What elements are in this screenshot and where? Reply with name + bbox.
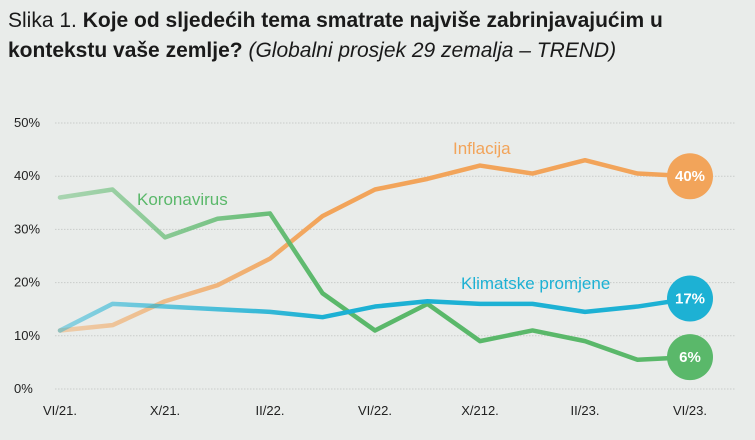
series-name-label: Inflacija xyxy=(453,139,511,158)
y-tick-label: 0% xyxy=(14,381,33,396)
data-point xyxy=(163,235,167,239)
data-point xyxy=(583,339,587,343)
y-tick-label: 50% xyxy=(14,115,40,130)
y-tick-label: 30% xyxy=(14,221,40,236)
data-point xyxy=(321,214,325,218)
x-tick-label: X/21. xyxy=(150,403,180,418)
data-point xyxy=(58,195,62,199)
data-point xyxy=(216,283,220,287)
end-value-label: 17% xyxy=(675,291,705,308)
chart-title: Slika 1. Koje od sljedećih tema smatrate… xyxy=(8,6,748,66)
data-point xyxy=(478,164,482,168)
figure-number: Slika 1. xyxy=(8,9,77,32)
data-point xyxy=(636,172,640,176)
data-point xyxy=(531,328,535,332)
data-point xyxy=(321,315,325,319)
x-tick-label: VI/23. xyxy=(673,403,707,418)
x-tick-label: X/212. xyxy=(461,403,499,418)
data-point xyxy=(216,217,220,221)
data-point xyxy=(58,328,62,332)
series-line-klimatske-promjene xyxy=(57,296,693,333)
series-koronavirus: Koronavirus 6% xyxy=(57,187,713,381)
series-line-koronavirus xyxy=(57,187,693,362)
series-klimatske-promjene: Klimatske promjene 17% xyxy=(57,274,713,333)
data-point xyxy=(373,188,377,192)
y-tick-label: 40% xyxy=(14,168,40,183)
series-inflacija: Inflacija 40% xyxy=(57,139,713,333)
x-tick-label: VI/21. xyxy=(43,403,77,418)
end-value-label: 40% xyxy=(675,168,705,185)
end-value-badge xyxy=(667,334,713,381)
data-point xyxy=(583,158,587,162)
data-point xyxy=(216,307,220,311)
data-point xyxy=(373,305,377,309)
gridlines xyxy=(55,122,735,390)
data-point xyxy=(478,339,482,343)
data-point xyxy=(111,302,115,306)
data-point xyxy=(426,177,430,181)
end-value-badge xyxy=(667,153,713,200)
data-point xyxy=(268,310,272,314)
data-point xyxy=(268,211,272,215)
end-value-badge xyxy=(667,275,713,322)
data-point xyxy=(636,305,640,309)
data-point xyxy=(531,302,535,306)
data-point xyxy=(373,328,377,332)
x-tick-label: II/23. xyxy=(571,403,600,418)
data-point xyxy=(531,172,535,176)
data-point xyxy=(426,299,430,303)
data-point xyxy=(583,310,587,314)
x-tick-label: VI/22. xyxy=(358,403,392,418)
data-point xyxy=(636,358,640,362)
data-point xyxy=(111,188,115,192)
series-line-inflacija xyxy=(57,157,693,333)
data-point xyxy=(478,302,482,306)
y-tick-label: 10% xyxy=(14,328,40,343)
data-point xyxy=(111,323,115,327)
data-point xyxy=(268,257,272,261)
y-axis-tick-labels: 0% 10% 20% 30% 40% 50% xyxy=(14,115,40,396)
x-axis-tick-labels: VI/21. X/21. II/22. VI/22. X/212. II/23. VI/23… xyxy=(43,403,707,418)
x-tick-label: II/22. xyxy=(256,403,285,418)
chart-note: (Globalni prosjek 29 zemalja – TREND) xyxy=(248,39,617,62)
data-point xyxy=(321,291,325,295)
survey-question: Koje od sljedećih tema smatrate najviše … xyxy=(8,9,663,62)
data-point xyxy=(163,305,167,309)
series-name-label: Klimatske promjene xyxy=(461,274,610,293)
data-point xyxy=(163,299,167,303)
series-name-label: Koronavirus xyxy=(137,190,228,209)
series-group: Inflacija 40% Koronavirus 6% Klimatske promj… xyxy=(57,139,713,381)
end-value-label: 6% xyxy=(679,349,701,366)
y-tick-label: 20% xyxy=(14,275,40,290)
